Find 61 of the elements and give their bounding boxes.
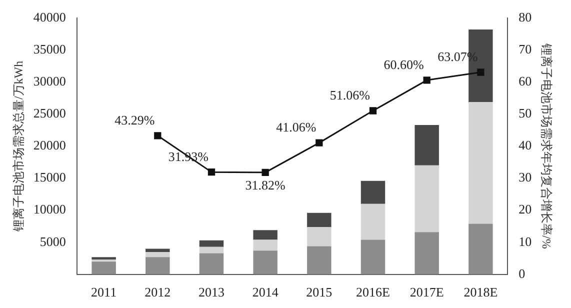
point: [262, 168, 269, 176]
point: [423, 76, 430, 84]
x-tick-label: 2015: [306, 284, 332, 300]
bar: [92, 262, 116, 274]
y2-tick-label: 30: [518, 170, 532, 185]
bar: [253, 250, 278, 274]
bar: [146, 248, 170, 252]
bar: [146, 252, 170, 258]
y2-axis-title: 锂离子电池市场需求年均复合增长率/%: [540, 42, 554, 249]
bar: [414, 232, 439, 274]
point: [154, 132, 162, 140]
y2-tick-label: 10: [518, 234, 532, 249]
bar: [253, 230, 278, 240]
bar: [360, 240, 386, 274]
y2-tick-label: 50: [518, 106, 532, 121]
bar: [199, 253, 224, 274]
y2-tick-label: 0: [518, 266, 526, 281]
y-tick-label: 40000: [33, 9, 66, 24]
y2-tick-label: 20: [518, 202, 532, 217]
bar: [199, 246, 224, 254]
point: [316, 139, 323, 146]
bar: [414, 165, 439, 232]
y-tick-label: 30000: [33, 74, 66, 89]
bar: [146, 257, 170, 274]
bar: [414, 125, 439, 166]
bar: [360, 180, 386, 204]
x-tick-label: 2011: [91, 284, 117, 300]
x-tick-label: 2016E: [356, 284, 390, 300]
data-label: 31.82%: [245, 177, 286, 192]
point: [208, 168, 216, 176]
bar: [468, 102, 493, 224]
y-tick-label: 5000: [40, 234, 66, 249]
x-tick-label: 2014: [252, 284, 279, 300]
data-label: 41.06%: [276, 120, 316, 135]
y-tick-label: 10000: [33, 202, 66, 217]
bar: [92, 257, 116, 260]
x-tick-label: 2012: [144, 284, 171, 300]
y2-tick-label: 60: [518, 74, 532, 89]
y-tick-label: 20000: [33, 138, 66, 153]
point: [477, 68, 484, 76]
bar: [253, 240, 278, 251]
y-tick-label: 25000: [33, 106, 66, 121]
y2-tick-label: 40: [518, 138, 532, 153]
data-label: 51.06%: [330, 88, 370, 103]
data-label: 60.60%: [384, 57, 424, 72]
x-tick-label: 2017E: [410, 284, 444, 300]
bar: [307, 246, 332, 274]
y-tick-label: 35000: [33, 41, 66, 56]
bar: [199, 240, 224, 247]
bar: [468, 224, 493, 274]
bar: [307, 212, 332, 227]
bar: [307, 226, 332, 246]
x-tick-label: 2018E: [464, 284, 498, 300]
data-label: 43.29%: [114, 112, 155, 128]
y2-tick-label: 80: [518, 9, 532, 24]
y2-tick-label: 70: [518, 41, 532, 56]
point: [369, 107, 377, 114]
x-tick-label: 2013: [198, 284, 224, 300]
y-axis-title: 锂离子电池市场需求总量/万kWh: [11, 60, 26, 233]
bar: [360, 204, 386, 240]
y-tick-label: 15000: [33, 170, 66, 185]
